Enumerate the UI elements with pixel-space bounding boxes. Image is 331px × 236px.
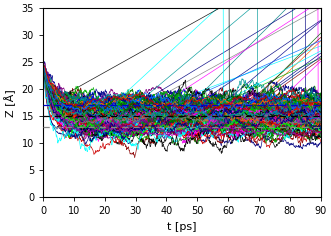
Y-axis label: Z [Å]: Z [Å] <box>4 89 16 117</box>
X-axis label: t [ps]: t [ps] <box>167 222 197 232</box>
